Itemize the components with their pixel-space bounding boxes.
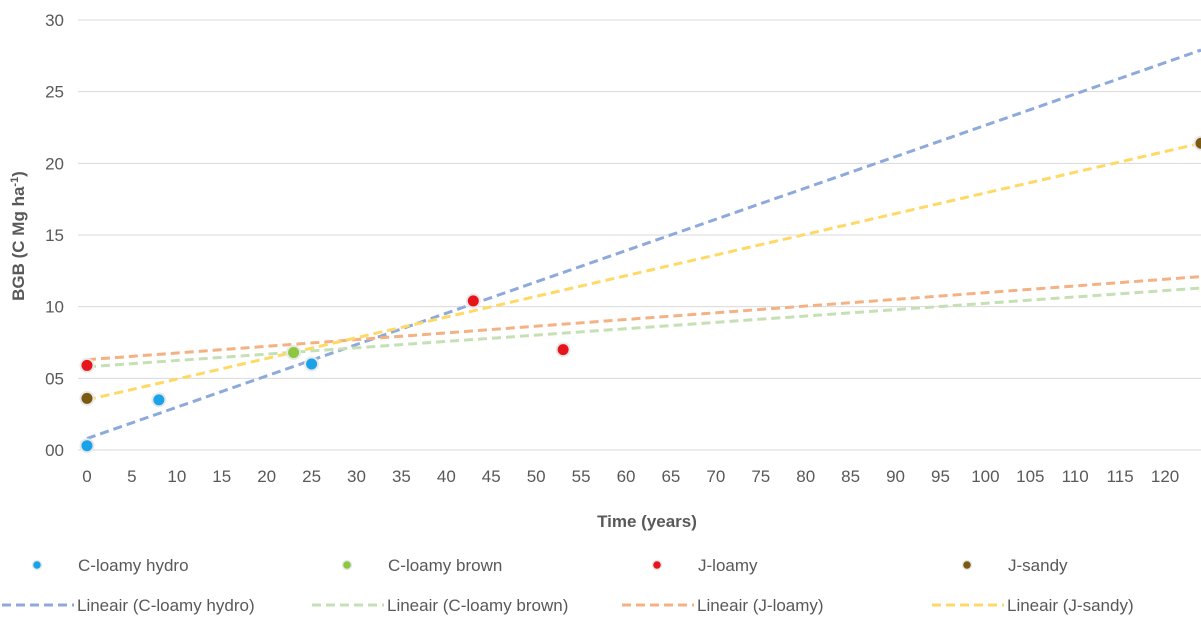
x-tick-label: 25 (302, 467, 321, 486)
data-point-series-0 (304, 356, 320, 372)
x-tick-label: 105 (1016, 467, 1044, 486)
x-tick-label: 45 (482, 467, 501, 486)
trendline-2 (86, 275, 1201, 362)
data-point-series-3 (79, 390, 95, 406)
x-axis-title: Time (years) (597, 512, 697, 531)
data-point-series-2 (555, 342, 571, 358)
x-tick-label: 50 (527, 467, 546, 486)
data-point-series-0 (79, 438, 95, 454)
legend-label: C-loamy brown (388, 556, 502, 575)
data-point-series-2 (465, 293, 481, 309)
legend-label: Lineair (C-loamy brown) (387, 596, 568, 615)
x-tick-label: 75 (751, 467, 770, 486)
x-tick-label: 20 (257, 467, 276, 486)
legend-label: Lineair (J-sandy) (1007, 596, 1134, 615)
x-tick-label: 40 (437, 467, 456, 486)
x-tick-label: 120 (1151, 467, 1179, 486)
y-axis-ticks: 00 05 10 15 20 25 30 (45, 11, 64, 460)
y-tick-label: 15 (45, 226, 64, 245)
x-tick-label: 100 (971, 467, 999, 486)
trendlines (86, 48, 1201, 440)
legend-label: Lineair (J-loamy) (697, 596, 824, 615)
trendline-0 (86, 48, 1201, 440)
x-tick-label: 55 (572, 467, 591, 486)
legend-marker (31, 559, 43, 571)
legend-label: Lineair (C-loamy hydro) (77, 596, 255, 615)
y-tick-label: 20 (45, 154, 64, 173)
y-axis-title-main: BGB (C Mg ha (9, 186, 28, 301)
x-tick-label: 85 (841, 467, 860, 486)
data-points (79, 135, 1201, 454)
x-tick-label: 10 (167, 467, 186, 486)
x-tick-label: 5 (127, 467, 136, 486)
legend-marker (961, 559, 973, 571)
x-tick-label: 60 (617, 467, 636, 486)
y-tick-label: 00 (45, 441, 64, 460)
x-tick-label: 90 (886, 467, 905, 486)
trendline-3 (86, 141, 1201, 402)
legend: C-loamy hydro C-loamy brown J-loamy J-sandy… (2, 556, 1134, 615)
legend-label: J-sandy (1008, 556, 1068, 575)
x-tick-label: 15 (212, 467, 231, 486)
y-tick-label: 25 (45, 83, 64, 102)
y-axis-title-superscript: -1 (9, 177, 21, 187)
data-point-series-3 (1193, 135, 1201, 151)
x-tick-label: 35 (392, 467, 411, 486)
legend-label: J-loamy (698, 556, 758, 575)
x-tick-label: 0 (82, 467, 91, 486)
x-tick-label: 30 (347, 467, 366, 486)
trendline-1 (86, 286, 1201, 369)
grid-lines (78, 19, 1201, 451)
x-axis-ticks: 0 5 10 15 20 25 30 35 40 45 50 55 60 65 70 75 80 85 90 95 10… (82, 467, 1179, 486)
y-tick-label: 05 (45, 369, 64, 388)
x-tick-label: 95 (931, 467, 950, 486)
x-tick-label: 70 (706, 467, 725, 486)
legend-marker (341, 559, 353, 571)
y-tick-label: 10 (45, 298, 64, 317)
data-point-series-2 (79, 357, 95, 373)
x-tick-label: 110 (1062, 467, 1089, 486)
x-tick-label: 65 (661, 467, 680, 486)
y-axis-title: BGB (C Mg ha-1) (9, 171, 28, 301)
x-tick-label: 115 (1107, 467, 1134, 486)
y-tick-label: 30 (45, 11, 64, 30)
legend-marker (651, 559, 663, 571)
x-tick-label: 80 (796, 467, 815, 486)
y-axis-title-tail: ) (9, 171, 28, 177)
data-point-series-0 (151, 392, 167, 408)
legend-label: C-loamy hydro (78, 556, 189, 575)
data-point-series-1 (286, 345, 302, 361)
